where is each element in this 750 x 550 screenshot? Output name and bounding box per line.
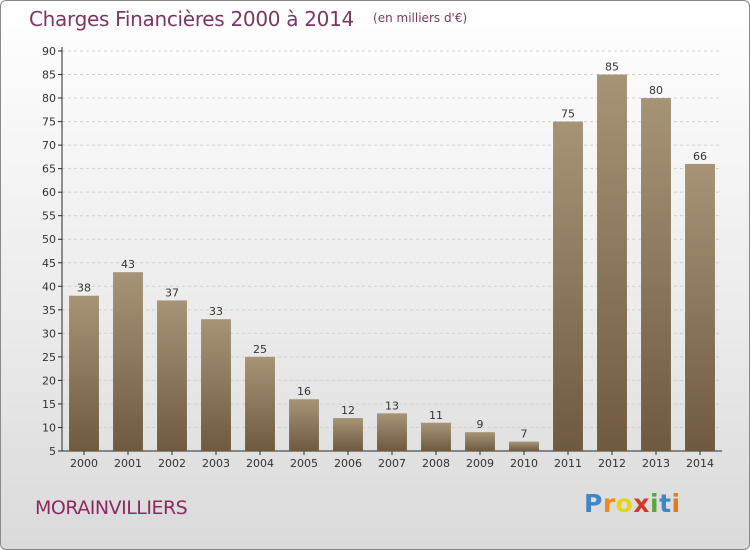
y-tick-label: 75 [42, 116, 56, 129]
y-tick-label: 15 [42, 398, 56, 411]
y-tick-label: 40 [42, 280, 56, 293]
bar [69, 295, 99, 451]
bars [69, 74, 715, 452]
y-tick-label: 45 [42, 257, 56, 270]
data-label: 38 [77, 282, 91, 295]
data-label: 85 [605, 61, 619, 74]
bar [377, 413, 407, 451]
logo-letter: x [633, 489, 650, 518]
data-label: 75 [561, 108, 575, 121]
commune-name: MORAINVILLIERS [35, 497, 188, 519]
logo-letter: P [584, 489, 603, 518]
data-label: 37 [165, 286, 179, 299]
data-label: 11 [429, 409, 443, 422]
y-tick-label: 55 [42, 210, 56, 223]
logo-letter: i [650, 489, 660, 518]
data-label: 33 [209, 305, 223, 318]
data-label: 12 [341, 404, 355, 417]
x-tick-label: 2010 [510, 457, 538, 470]
y-tick-label: 10 [42, 421, 56, 434]
y-tick-label: 80 [42, 92, 56, 105]
logo-letter: r [602, 489, 616, 518]
logo-letter: i [671, 489, 681, 518]
data-label: 7 [521, 428, 528, 441]
x-tick-label: 2009 [466, 457, 494, 470]
proxiti-logo[interactable]: Proxiti [584, 489, 681, 518]
logo-letter: o [615, 489, 634, 518]
y-tick-label: 5 [49, 445, 56, 458]
x-tick-label: 2005 [290, 457, 318, 470]
x-tick-label: 2002 [158, 457, 186, 470]
x-tick-label: 2012 [598, 457, 626, 470]
bar [465, 432, 495, 451]
data-label: 13 [385, 399, 399, 412]
bar [421, 422, 451, 451]
x-tick-label: 2011 [554, 457, 582, 470]
chart-unit-note: (en milliers d'€) [373, 11, 468, 25]
y-tick-label: 60 [42, 186, 56, 199]
y-tick-label: 50 [42, 233, 56, 246]
y-tick-label: 35 [42, 304, 56, 317]
y-tick-label: 20 [42, 374, 56, 387]
bar [113, 272, 143, 451]
bar [685, 163, 715, 452]
y-tick-label: 25 [42, 351, 56, 364]
bar [245, 356, 275, 451]
y-tick-label: 30 [42, 327, 56, 340]
data-label: 43 [121, 258, 135, 271]
y-tick-label: 70 [42, 139, 56, 152]
data-label: 9 [477, 418, 484, 431]
y-tick-label: 90 [42, 45, 56, 58]
labels: 5 10 15 20 25 30 35 40 45 50 55 60 65 70 75 80 85 90 38 200… [42, 45, 714, 470]
x-tick-label: 2007 [378, 457, 406, 470]
data-label: 80 [649, 84, 663, 97]
x-tick-label: 2000 [70, 457, 98, 470]
y-tick-label: 65 [42, 163, 56, 176]
bar [289, 399, 319, 451]
data-label: 16 [297, 385, 311, 398]
x-tick-label: 2003 [202, 457, 230, 470]
bar [553, 121, 583, 452]
bar [641, 98, 671, 451]
x-tick-label: 2006 [334, 457, 362, 470]
x-tick-label: 2001 [114, 457, 142, 470]
y-tick-label: 85 [42, 69, 56, 82]
x-tick-label: 2004 [246, 457, 274, 470]
x-tick-label: 2014 [686, 457, 714, 470]
bar [333, 418, 363, 451]
logo-letter: t [659, 489, 672, 518]
bar [597, 74, 627, 451]
bar [201, 319, 231, 451]
bar [509, 441, 539, 451]
chart-title: Charges Financières 2000 à 2014 [29, 7, 354, 31]
data-label: 25 [253, 343, 267, 356]
title-row: Charges Financières 2000 à 2014 (en mill… [29, 7, 467, 31]
x-tick-label: 2013 [642, 457, 670, 470]
data-label: 66 [693, 150, 707, 163]
bar [157, 300, 187, 451]
x-tick-label: 2008 [422, 457, 450, 470]
